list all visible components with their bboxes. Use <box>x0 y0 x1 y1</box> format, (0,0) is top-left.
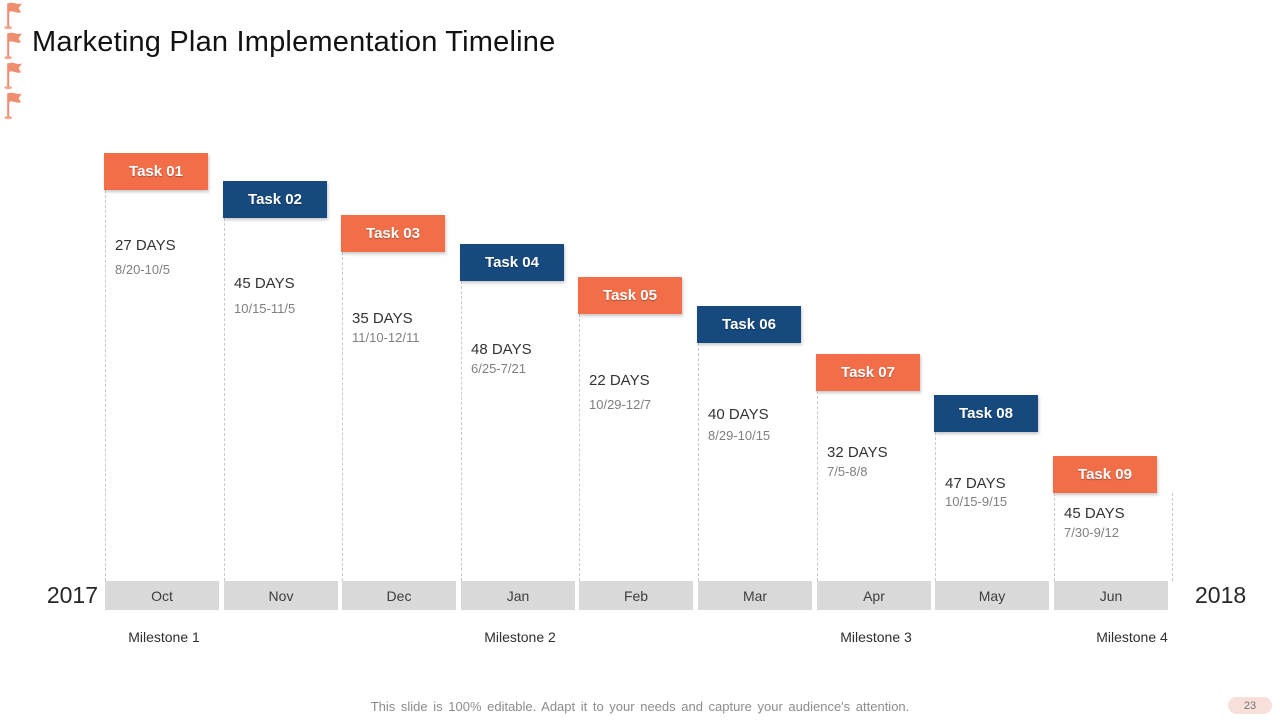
timeline-chart: Task 01 27 DAYS 8/20-10/5 Task 02 45 DAYS 10/… <box>0 0 1280 645</box>
task-duration: 48 DAYS <box>471 341 532 358</box>
column-gridline <box>1172 493 1173 581</box>
milestone-label: Milestone 3 <box>840 629 912 645</box>
column-gridline <box>461 281 462 581</box>
task-bar: Task 02 <box>223 181 327 218</box>
year-right-label: 2018 <box>1195 582 1247 608</box>
month-cell: Feb <box>579 581 693 610</box>
column-gridline <box>1054 493 1055 581</box>
task-dates: 10/29-12/7 <box>589 397 652 412</box>
month-cell: Dec <box>342 581 456 610</box>
task-dates: 8/29-10/15 <box>708 428 771 443</box>
month-cell: Nov <box>224 581 338 610</box>
task-duration: 22 DAYS <box>589 372 650 389</box>
task-duration: 47 DAYS <box>945 475 1006 492</box>
task-bar: Task 06 <box>697 306 801 343</box>
task-bar: Task 04 <box>460 244 564 281</box>
column-gridline <box>342 252 343 581</box>
task-duration: 35 DAYS <box>352 310 413 327</box>
task-duration: 27 DAYS <box>115 237 176 254</box>
task-dates: 11/10-12/11 <box>352 330 420 345</box>
column-gridline <box>698 343 699 581</box>
month-cell: Apr <box>817 581 931 610</box>
milestone-label: Milestone 4 <box>1096 629 1168 645</box>
task-dates: 7/30-9/12 <box>1064 525 1119 540</box>
month-cell: May <box>935 581 1049 610</box>
task-bar: Task 08 <box>934 395 1038 432</box>
task-duration: 40 DAYS <box>708 406 769 423</box>
milestone-flag-icon <box>0 90 26 120</box>
task-bar: Task 03 <box>341 215 445 252</box>
task-dates: 10/15-11/5 <box>234 301 296 316</box>
task-bar: Task 09 <box>1053 456 1157 493</box>
column-gridline <box>579 314 580 581</box>
month-cell: Oct <box>105 581 219 610</box>
task-dates: 6/25-7/21 <box>471 361 526 376</box>
milestone-flag-icon <box>0 30 26 60</box>
month-cell: Mar <box>698 581 812 610</box>
task-dates: 8/20-10/5 <box>115 262 170 277</box>
year-left-label: 2017 <box>46 582 98 608</box>
page-number-badge: 23 <box>1228 697 1272 714</box>
milestone-flag-icon <box>0 60 26 90</box>
column-gridline <box>105 190 106 581</box>
milestone-flag-icon <box>0 0 26 30</box>
task-bar: Task 05 <box>578 277 682 314</box>
task-dates: 10/15-9/15 <box>945 494 1008 509</box>
page-title: Marketing Plan Implementation Timeline <box>32 26 556 58</box>
task-duration: 45 DAYS <box>1064 505 1125 522</box>
month-cell: Jun <box>1054 581 1168 610</box>
column-gridline <box>224 218 225 581</box>
task-duration: 45 DAYS <box>234 275 295 292</box>
task-dates: 7/5-8/8 <box>827 464 868 479</box>
milestone-label: Milestone 1 <box>128 629 200 645</box>
task-duration: 32 DAYS <box>827 444 888 461</box>
column-gridline <box>935 432 936 581</box>
column-gridline <box>817 391 818 581</box>
month-cell: Jan <box>461 581 575 610</box>
task-bar: Task 07 <box>816 354 920 391</box>
page-number: 23 <box>1243 699 1257 712</box>
footer-note: This slide is 100% editable. Adapt it to… <box>370 699 910 714</box>
task-bar: Task 01 <box>104 153 208 190</box>
milestone-label: Milestone 2 <box>484 629 556 645</box>
